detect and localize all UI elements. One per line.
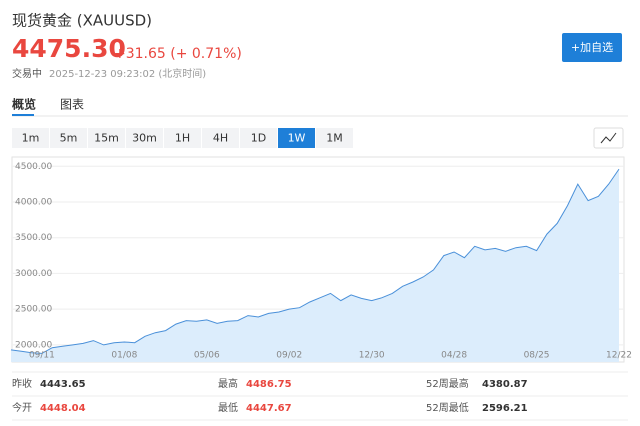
period-label[interactable]: 1m xyxy=(22,132,40,145)
period-button[interactable] xyxy=(202,128,239,148)
stat-value: 4380.87 xyxy=(482,379,528,390)
stat-label: 最高 xyxy=(218,377,238,390)
stat-label: 52周最高 xyxy=(426,377,469,390)
x-tick-label: 09/02 xyxy=(276,351,302,361)
period-button[interactable] xyxy=(164,128,201,148)
stat-label: 昨收 xyxy=(12,377,32,390)
status: 交易中 xyxy=(12,67,42,80)
period-label[interactable]: 1D xyxy=(251,132,266,145)
x-tick-label: 05/06 xyxy=(194,351,220,361)
period-button[interactable] xyxy=(240,128,277,148)
stat-label: 52周最低 xyxy=(426,401,469,414)
x-tick-label: 12/22 xyxy=(606,351,632,361)
y-tick-label: 3000.00 xyxy=(15,269,52,279)
stat-value: 2596.21 xyxy=(482,403,528,414)
price: 4475.30 xyxy=(12,34,126,63)
change: +31.65 (+ 0.71%) xyxy=(114,46,242,62)
tab[interactable]: 概览 xyxy=(12,97,36,112)
y-tick-label: 2500.00 xyxy=(15,305,52,315)
period-label[interactable]: 1M xyxy=(326,132,343,145)
title: 现货黄金 (XAUUSD) xyxy=(12,12,152,30)
period-label[interactable]: 30m xyxy=(132,132,157,145)
period-button[interactable] xyxy=(12,128,49,148)
period-button[interactable] xyxy=(316,128,353,148)
line xyxy=(10,168,620,354)
y-tick-label: 4500.00 xyxy=(15,162,52,172)
chart-style-button[interactable] xyxy=(593,127,624,149)
period-label[interactable]: 4H xyxy=(213,132,228,145)
x-tick-label: 09/11 xyxy=(29,351,55,361)
stat-value: 4447.67 xyxy=(246,403,292,414)
chart-style-icon xyxy=(600,132,617,144)
period-button[interactable] xyxy=(88,128,125,148)
stat-value: 4443.65 xyxy=(40,379,86,390)
area xyxy=(11,169,619,362)
x-tick-label: 08/25 xyxy=(524,351,550,361)
period-label[interactable]: 1W xyxy=(288,132,306,145)
stat-value: 4486.75 xyxy=(246,379,292,390)
period-label[interactable]: 15m xyxy=(94,132,119,145)
x-tick-label: 01/08 xyxy=(111,351,137,361)
stat-label: 最低 xyxy=(218,401,238,414)
stat-label: 今开 xyxy=(12,401,32,414)
period-label[interactable]: 5m xyxy=(60,132,78,145)
x-tick-label: 04/28 xyxy=(441,351,467,361)
tab[interactable]: 图表 xyxy=(60,98,84,112)
stat-value: 4448.04 xyxy=(40,403,86,414)
period-button[interactable] xyxy=(278,128,315,148)
period-button[interactable] xyxy=(50,128,87,148)
y-tick-label: 4000.00 xyxy=(15,198,52,208)
y-tick-label: 3500.00 xyxy=(15,233,52,243)
x-tick-label: 12/30 xyxy=(359,351,385,361)
period-label[interactable]: 1H xyxy=(175,132,190,145)
time: 2025-12-23 09:23:02 (北京时间) xyxy=(49,67,206,80)
add-watch-label[interactable]: +加自选 xyxy=(571,41,613,54)
period-button[interactable] xyxy=(126,128,163,148)
y-tick-label: 2000.00 xyxy=(15,340,52,350)
add-watch-button[interactable] xyxy=(562,33,622,62)
